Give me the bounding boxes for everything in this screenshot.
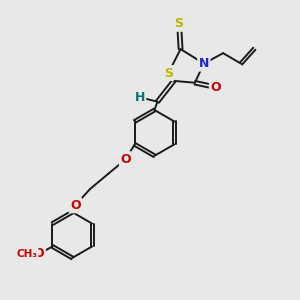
Text: O: O	[210, 81, 221, 94]
Text: N: N	[199, 57, 209, 70]
Text: O: O	[121, 153, 131, 166]
Text: S: S	[164, 67, 173, 80]
Text: CH₃: CH₃	[16, 249, 37, 259]
Text: O: O	[34, 248, 44, 260]
Text: H: H	[134, 91, 145, 104]
Text: O: O	[70, 199, 81, 212]
Text: S: S	[175, 17, 184, 30]
